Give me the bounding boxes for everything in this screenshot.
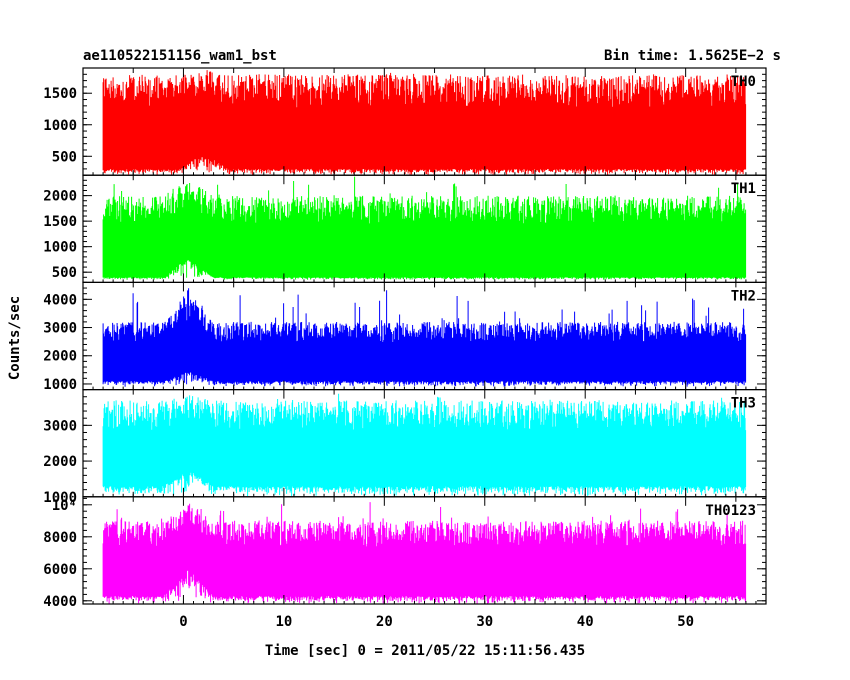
x-axis: 0 10 20 30 40 50 [179, 614, 694, 630]
y-tick-label: 1000 [43, 118, 77, 134]
panel-th0: 500 1000 1500 TH0 [43, 67, 767, 176]
y-tick-label: 500 [52, 149, 77, 165]
y-tick-label: 2000 [43, 454, 77, 470]
panel-th1: 500 1000 1500 2000 TH1 [43, 174, 767, 283]
y-axis-label: Counts/sec [7, 296, 23, 380]
y-tick-label: 10⁴ [52, 498, 77, 514]
y-tick-label: 6000 [43, 562, 77, 578]
y-tick-label: 1000 [43, 490, 77, 506]
series-line-th0123 [102, 502, 747, 604]
y-tick-label: 3000 [43, 418, 77, 434]
y-tick-label: 500 [52, 265, 77, 281]
series-label-th1: TH1 [731, 181, 756, 197]
x-tick-label: 10 [275, 614, 292, 630]
plot-title: ae110522151156_wam1_bst [83, 48, 277, 64]
y-tick-label: 1500 [43, 86, 77, 102]
panel-th3: 1000 2000 3000 TH3 [43, 389, 767, 506]
y-tick-label: 1500 [43, 214, 77, 230]
series-label-th0: TH0 [731, 74, 756, 90]
x-tick-label: 20 [376, 614, 393, 630]
y-tick-label: 1000 [43, 377, 77, 393]
series-line-th1 [102, 176, 747, 280]
panels-group: 500 1000 1500 TH0 500 1000 1500 2000 TH1 1000 2000… [43, 67, 767, 610]
bin-time-label: Bin time: 1.5625E−2 s [604, 48, 781, 64]
y-tick-label: 2000 [43, 349, 77, 365]
y-tick-label: 8000 [43, 530, 77, 546]
panel-th2: 1000 2000 3000 4000 TH2 [43, 281, 767, 393]
y-tick-label: 4000 [43, 292, 77, 308]
y-tick-label: 1000 [43, 240, 77, 256]
series-line-th3 [102, 393, 747, 497]
x-tick-label: 30 [476, 614, 493, 630]
x-tick-label: 0 [179, 614, 187, 630]
series-label-th0123: TH0123 [705, 503, 756, 519]
y-tick-label: 3000 [43, 321, 77, 337]
y-tick-label: 2000 [43, 189, 77, 205]
x-tick-label: 50 [677, 614, 694, 630]
series-label-th2: TH2 [731, 288, 756, 304]
x-axis-label: Time [sec] 0 = 2011/05/22 15:11:56.435 [265, 643, 585, 659]
series-line-th2 [102, 288, 747, 387]
series-line-th0 [102, 70, 747, 175]
series-label-th3: TH3 [731, 396, 756, 412]
panel-th0123: 4000 6000 8000 10⁴ TH0123 [43, 496, 767, 610]
x-tick-label: 40 [577, 614, 594, 630]
y-tick-label: 4000 [43, 594, 77, 610]
